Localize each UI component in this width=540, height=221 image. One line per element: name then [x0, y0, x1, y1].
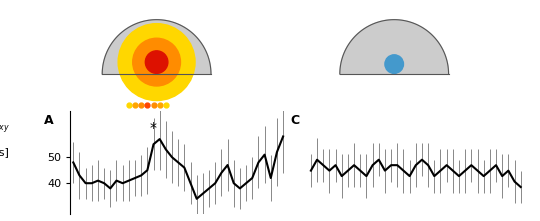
Text: v$_{xy}$: v$_{xy}$: [0, 122, 10, 136]
Wedge shape: [102, 20, 211, 74]
Text: cm/s]: cm/s]: [0, 147, 10, 157]
Circle shape: [385, 55, 403, 73]
Circle shape: [133, 38, 180, 86]
Circle shape: [145, 51, 168, 73]
Text: *: *: [150, 121, 157, 135]
Text: A: A: [44, 114, 54, 127]
Wedge shape: [340, 20, 449, 74]
Text: C: C: [291, 114, 300, 127]
Circle shape: [118, 24, 195, 101]
